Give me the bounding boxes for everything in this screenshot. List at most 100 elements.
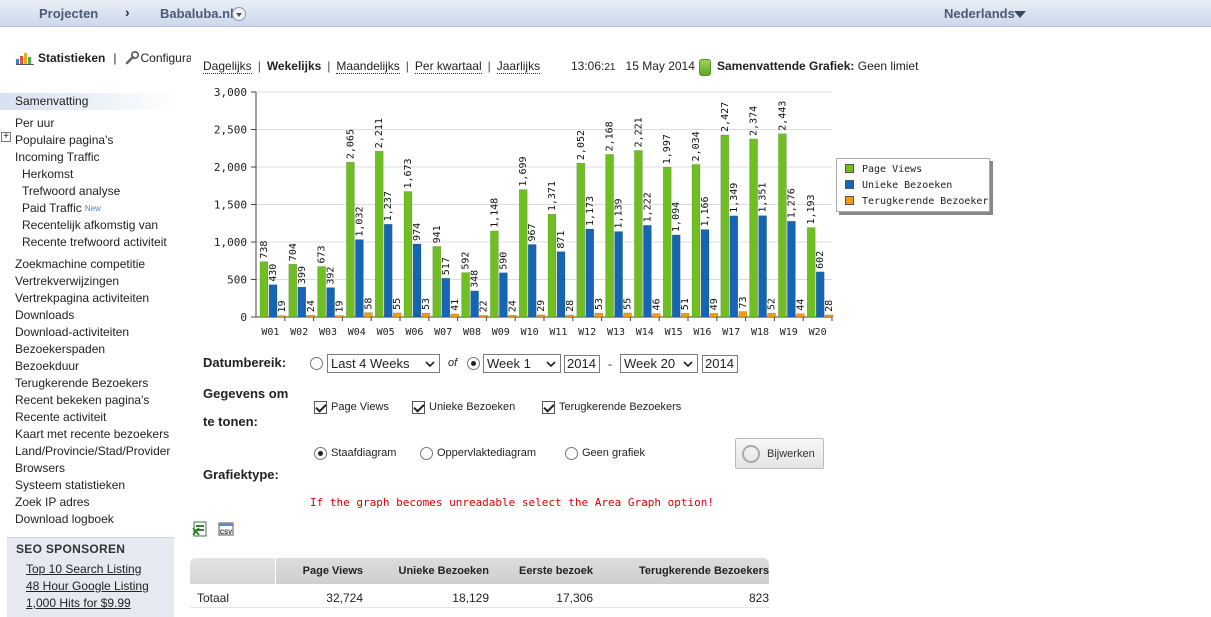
update-button[interactable]: Bijwerken xyxy=(735,438,824,469)
graph-warning-text: If the graph becomes unreadable select t… xyxy=(310,496,714,509)
tab-yearly[interactable]: Jaarlijks xyxy=(496,59,541,74)
bar-page-views xyxy=(346,161,355,318)
seo-link-top10[interactable]: Top 10 Search Listing xyxy=(26,562,142,576)
data-label: 2,065 xyxy=(345,129,356,159)
cell-page-views: 32,724 xyxy=(326,591,363,605)
bar-unieke-bezoeken xyxy=(787,221,796,318)
sidebar-item-vertrekpagina-activiteiten[interactable]: Vertrekpagina activiteiten xyxy=(0,290,180,307)
sidebar-item-recent-bekeken-pagina-s[interactable]: Recent bekeken pagina's xyxy=(0,392,180,409)
x-tick-label: W19 xyxy=(780,327,798,338)
bar-chart-radio[interactable] xyxy=(314,447,327,460)
seo-link-48hour[interactable]: 48 Hour Google Listing xyxy=(26,579,149,593)
bar-terugkerende-bezoekers xyxy=(652,313,661,318)
bar-unieke-bezoeken xyxy=(758,215,767,318)
expand-plus-icon[interactable]: + xyxy=(1,132,11,142)
summary-graph-setting[interactable]: Samenvattende Grafiek: Geen limiet xyxy=(717,59,918,73)
y-tick-label: 1,000 xyxy=(214,236,247,249)
site-name[interactable]: Babaluba.nl xyxy=(160,6,234,21)
sidebar-item-recente-activiteit[interactable]: Recente activiteit xyxy=(0,409,180,426)
sidebar-item-herkomst[interactable]: Herkomst xyxy=(0,166,180,183)
tab-monthly[interactable]: Maandelijks xyxy=(336,59,400,74)
sidebar-item-download-activiteiten[interactable]: Download-activiteiten xyxy=(0,324,180,341)
from-year-input[interactable]: 2014 xyxy=(564,355,600,373)
bar-terugkerende-bezoekers xyxy=(450,313,460,318)
tab-quarterly[interactable]: Per kwartaal xyxy=(414,59,482,74)
tab-weekly[interactable]: Wekelijks xyxy=(266,59,322,73)
to-week-select[interactable]: Week 20 xyxy=(620,354,698,373)
sidebar-item-label: Per uur xyxy=(15,116,55,130)
table-header-corner xyxy=(190,558,276,584)
sidebar-item-paid-traffic[interactable]: Paid Traffic New xyxy=(0,200,180,217)
range-preset-select[interactable]: Last 4 Weeks xyxy=(327,354,440,373)
page-views-checkbox[interactable] xyxy=(314,401,327,414)
sidebar-item-vertrekverwijzingen[interactable]: Vertrekverwijzingen xyxy=(0,273,180,290)
sidebar-item-populaire-pagina-s[interactable]: Populaire pagina's xyxy=(0,132,180,149)
excel-export-icon[interactable] xyxy=(192,521,208,537)
seo-link-1000hits[interactable]: 1,000 Hits for $9.99 xyxy=(26,596,131,610)
bar-unieke-bezoeken xyxy=(499,272,508,318)
sidebar-item-bezoekduur[interactable]: Bezoekduur xyxy=(0,358,180,375)
custom-range-radio[interactable] xyxy=(467,357,480,370)
data-label: 592 xyxy=(461,252,472,270)
sidebar-item-land-provincie-stad-provider[interactable]: Land/Provincie/Stad/Provider xyxy=(0,443,180,460)
column-header-first-visit: Eerste bezoek xyxy=(519,565,593,577)
csv-export-icon[interactable]: CSV xyxy=(218,521,234,537)
from-week-select[interactable]: Week 1 xyxy=(483,354,561,373)
range-dash: - xyxy=(608,357,612,371)
sidebar-item-label: Vertrekpagina activiteiten xyxy=(15,291,150,305)
sidebar-item-per-uur[interactable]: Per uur xyxy=(0,115,180,132)
area-chart-radio[interactable] xyxy=(420,447,433,460)
tab-divider: | xyxy=(405,59,409,73)
bar-unieke-bezoeken xyxy=(412,243,422,318)
sidebar-item-recentelijk-afkomstig-van[interactable]: Recentelijk afkomstig van xyxy=(0,217,180,234)
unique-visits-checkbox[interactable] xyxy=(412,401,425,414)
page-views-checkbox-label: Page Views xyxy=(331,401,389,413)
data-label: 1,139 xyxy=(614,198,625,228)
language-dropdown-icon[interactable] xyxy=(1014,11,1026,18)
sidebar-item-label: Terugkerende Bezoekers xyxy=(15,376,149,390)
x-tick-label: W09 xyxy=(492,327,510,338)
no-chart-radio[interactable] xyxy=(565,447,578,460)
sidebar-item-systeem-statistieken[interactable]: Systeem statistieken xyxy=(0,477,180,494)
sidebar-item-terugkerende-bezoekers[interactable]: Terugkerende Bezoekers xyxy=(0,375,180,392)
column-header-returning-visitors: Terugkerende Bezoekers xyxy=(638,565,769,577)
data-label: 2,221 xyxy=(633,117,644,147)
configuration-tab[interactable]: Configuratie xyxy=(140,51,191,65)
sidebar-item-zoekmachine-competitie[interactable]: Zoekmachine competitie xyxy=(0,256,180,273)
sidebar-item-zoek-ip-adres[interactable]: Zoek IP adres xyxy=(0,494,180,511)
bar-page-views xyxy=(461,272,470,318)
sidebar-item-download-logboek[interactable]: Download logboek xyxy=(0,511,180,528)
bar-unieke-bezoeken xyxy=(643,225,652,318)
range-preset-radio[interactable] xyxy=(310,357,323,370)
tab-divider: | xyxy=(327,59,331,73)
sidebar-item-recente-trefwoord-activiteit[interactable]: Recente trefwoord activiteit xyxy=(0,234,180,251)
x-tick-label: W11 xyxy=(549,327,567,338)
returning-visitors-checkbox[interactable] xyxy=(542,401,555,414)
data-label: 1,371 xyxy=(547,181,558,211)
tab-daily[interactable]: Dagelijks xyxy=(203,59,252,74)
x-tick-label: W15 xyxy=(665,327,683,338)
y-tick-label: 0 xyxy=(240,311,247,324)
sidebar-item-incoming-traffic[interactable]: Incoming Traffic xyxy=(0,149,180,166)
sidebar-item-browsers[interactable]: Browsers xyxy=(0,460,180,477)
sidebar-item-kaart-met-recente-bezoekers[interactable]: Kaart met recente bezoekers xyxy=(0,426,180,443)
sidebar-item-downloads[interactable]: Downloads xyxy=(0,307,180,324)
projects-link[interactable]: Projecten xyxy=(39,6,99,21)
x-tick-label: W08 xyxy=(463,327,481,338)
sidebar-item-samenvatting[interactable]: Samenvatting xyxy=(0,93,180,110)
data-label: 1,222 xyxy=(642,192,653,222)
statistics-tab[interactable]: Statistieken xyxy=(38,51,106,65)
sidebar-item-label: Recente trefwoord activiteit xyxy=(22,235,167,249)
data-label: 51 xyxy=(680,298,691,310)
to-week-value: Week 20 xyxy=(624,356,676,371)
language-selector[interactable]: Nederlands xyxy=(944,6,1015,21)
site-dropdown-icon[interactable] xyxy=(232,7,246,21)
sidebar-item-trefwoord-analyse[interactable]: Trefwoord analyse xyxy=(0,183,180,200)
data-label: 41 xyxy=(450,299,461,311)
sidebar-item-label: Bezoekerspaden xyxy=(15,342,106,356)
to-year-input[interactable]: 2014 xyxy=(702,355,738,373)
clock-date: 15 May 2014 xyxy=(625,59,695,73)
data-label: 1,166 xyxy=(700,196,711,226)
sidebar-item-bezoekerspaden[interactable]: Bezoekerspaden xyxy=(0,341,180,358)
sidebar-item-label: Download-activiteiten xyxy=(15,325,130,339)
